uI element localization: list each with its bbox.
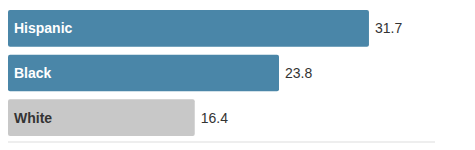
value-label: 31.7 bbox=[375, 20, 402, 36]
x-axis-line bbox=[8, 142, 435, 143]
value-label: 23.8 bbox=[285, 65, 312, 81]
category-label: Hispanic bbox=[14, 20, 73, 36]
category-label: White bbox=[14, 110, 52, 126]
bar bbox=[8, 55, 279, 92]
bar bbox=[8, 10, 369, 47]
value-label: 16.4 bbox=[201, 110, 228, 126]
bars bbox=[8, 10, 369, 136]
chart-container: Hispanic 31.7 Black 23.8 White 16.4 bbox=[0, 0, 475, 150]
category-label: Black bbox=[14, 65, 52, 81]
chart: Hispanic 31.7 Black 23.8 White 16.4 bbox=[0, 0, 475, 150]
bar bbox=[8, 99, 195, 136]
labels: Hispanic 31.7 Black 23.8 White 16.4 bbox=[14, 20, 402, 125]
